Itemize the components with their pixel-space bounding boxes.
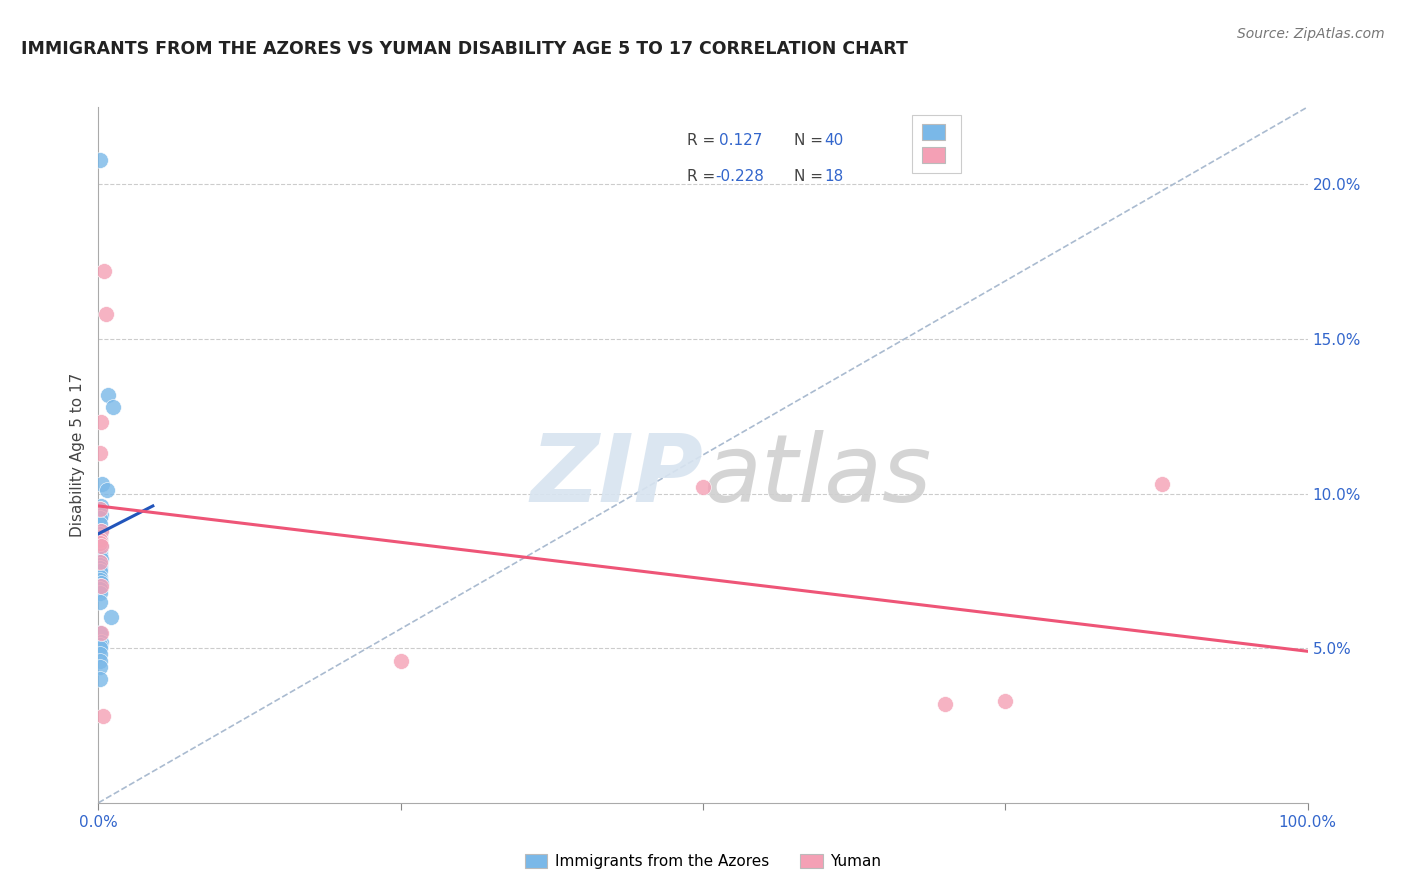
Point (89, 638, 111, 652)
Point (934, 697, 956, 711)
Point (90, 508, 112, 523)
Point (89, 672, 111, 686)
Point (89, 536, 111, 550)
Point (89, 561, 111, 575)
Point (90, 539, 112, 553)
Point (89, 549, 111, 563)
Point (89, 641, 111, 656)
Text: atlas: atlas (703, 430, 931, 521)
Point (89, 526, 111, 541)
Point (90, 579, 112, 593)
Point (89, 502, 111, 516)
Point (90, 539, 112, 553)
Point (89, 585, 111, 599)
Text: ZIP: ZIP (530, 430, 703, 522)
Text: -0.228: -0.228 (716, 169, 763, 184)
Point (89, 558, 111, 572)
Point (89, 533, 111, 547)
Point (89, 530, 111, 544)
Point (90, 551, 112, 566)
Text: R =: R = (688, 169, 720, 184)
Point (94, 307, 117, 321)
Point (89, 595, 111, 609)
Point (96, 483, 118, 498)
Point (89, 555, 111, 569)
Point (89, 648, 111, 662)
Point (89, 533, 111, 547)
Point (89, 542, 111, 557)
Point (89, 555, 111, 569)
Text: N =: N = (793, 169, 828, 184)
Point (89, 570, 111, 584)
Point (89, 545, 111, 559)
Point (1152, 477, 1174, 491)
Text: IMMIGRANTS FROM THE AZORES VS YUMAN DISABILITY AGE 5 TO 17 CORRELATION CHART: IMMIGRANTS FROM THE AZORES VS YUMAN DISA… (21, 40, 908, 58)
Point (93, 264, 115, 278)
Point (90, 416, 112, 430)
Text: 18: 18 (824, 169, 844, 184)
Legend: , : , (912, 115, 962, 173)
Point (389, 654, 412, 668)
Point (97, 387, 120, 401)
Point (89, 579, 111, 593)
Point (89, 153, 111, 167)
Point (89, 659, 111, 673)
Point (89, 582, 111, 597)
Point (90, 499, 112, 513)
Point (89, 564, 111, 578)
Point (89, 517, 111, 532)
Point (90, 625, 112, 640)
Point (692, 480, 714, 494)
Text: N =: N = (793, 133, 828, 148)
Legend: Immigrants from the Azores, Yuman: Immigrants from the Azores, Yuman (519, 848, 887, 875)
Point (89, 502, 111, 516)
Point (994, 694, 1017, 708)
Point (90, 524, 112, 538)
Point (89, 446, 111, 460)
Point (90, 576, 112, 591)
Point (89, 625, 111, 640)
Point (90, 635, 112, 649)
Point (91, 709, 114, 723)
Text: 0.127: 0.127 (718, 133, 762, 148)
Point (90, 524, 112, 538)
Text: 40: 40 (824, 133, 844, 148)
Point (91, 477, 114, 491)
Point (100, 610, 122, 624)
Text: Source: ZipAtlas.com: Source: ZipAtlas.com (1237, 27, 1385, 41)
Point (89, 511, 111, 525)
Point (89, 536, 111, 550)
Text: R =: R = (688, 133, 720, 148)
Point (101, 400, 124, 414)
Point (89, 654, 111, 668)
Point (89, 573, 111, 587)
Y-axis label: Disability Age 5 to 17: Disability Age 5 to 17 (70, 373, 86, 537)
